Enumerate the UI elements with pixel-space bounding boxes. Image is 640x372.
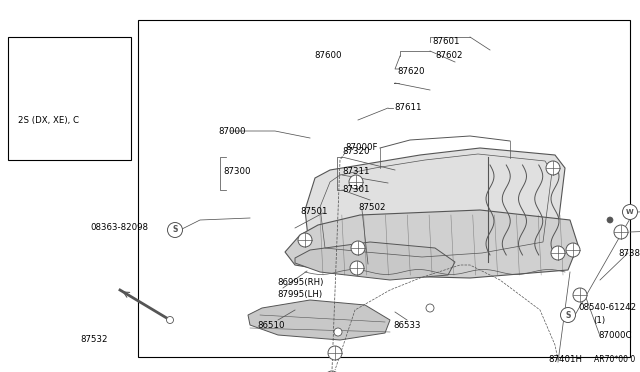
Text: 87301: 87301 bbox=[342, 186, 369, 195]
Polygon shape bbox=[295, 242, 455, 280]
Text: AR70*00 0: AR70*00 0 bbox=[594, 356, 635, 365]
Circle shape bbox=[426, 304, 434, 312]
Text: 87502: 87502 bbox=[358, 203, 385, 212]
Text: 87000: 87000 bbox=[218, 126, 246, 135]
Circle shape bbox=[350, 261, 364, 275]
Text: 87611: 87611 bbox=[394, 103, 422, 112]
Circle shape bbox=[166, 317, 173, 324]
Text: 08363-82098: 08363-82098 bbox=[90, 224, 148, 232]
Circle shape bbox=[168, 222, 182, 237]
Text: 87601: 87601 bbox=[432, 38, 460, 46]
Text: 86510: 86510 bbox=[257, 321, 285, 330]
Text: 87320: 87320 bbox=[342, 148, 369, 157]
Text: 87600: 87600 bbox=[314, 51, 342, 61]
Polygon shape bbox=[305, 148, 565, 265]
Text: 87401H: 87401H bbox=[548, 356, 582, 365]
Text: 87300: 87300 bbox=[223, 167, 250, 176]
Circle shape bbox=[325, 371, 339, 372]
Circle shape bbox=[561, 308, 575, 323]
Text: 87501: 87501 bbox=[300, 208, 328, 217]
Text: 87000C: 87000C bbox=[598, 331, 632, 340]
Polygon shape bbox=[285, 210, 578, 278]
Text: 87995(LH): 87995(LH) bbox=[277, 291, 322, 299]
Bar bbox=[138, 20, 630, 357]
Text: 87620: 87620 bbox=[397, 67, 424, 77]
Text: W: W bbox=[626, 209, 634, 215]
Text: 08540-61242: 08540-61242 bbox=[578, 304, 636, 312]
Text: S: S bbox=[172, 225, 178, 234]
Text: 86995(RH): 86995(RH) bbox=[277, 278, 323, 286]
Circle shape bbox=[351, 241, 365, 255]
Bar bbox=[8, 37, 131, 160]
Text: 87311: 87311 bbox=[342, 167, 369, 176]
Text: 87532: 87532 bbox=[80, 336, 108, 344]
Circle shape bbox=[607, 217, 613, 223]
Circle shape bbox=[328, 346, 342, 360]
Text: 2S (DX, XE), C: 2S (DX, XE), C bbox=[18, 115, 79, 125]
Circle shape bbox=[566, 243, 580, 257]
Circle shape bbox=[573, 288, 587, 302]
Text: (1): (1) bbox=[593, 315, 605, 324]
Text: S: S bbox=[565, 311, 571, 320]
Text: 87387: 87387 bbox=[618, 248, 640, 257]
Circle shape bbox=[551, 246, 565, 260]
Circle shape bbox=[298, 233, 312, 247]
Polygon shape bbox=[248, 300, 390, 340]
Text: 87000F: 87000F bbox=[345, 144, 378, 153]
Circle shape bbox=[623, 205, 637, 219]
Circle shape bbox=[334, 328, 342, 336]
Text: 87602: 87602 bbox=[435, 51, 463, 61]
Text: 86533: 86533 bbox=[393, 321, 420, 330]
Circle shape bbox=[349, 175, 363, 189]
Circle shape bbox=[546, 161, 560, 175]
Circle shape bbox=[614, 225, 628, 239]
